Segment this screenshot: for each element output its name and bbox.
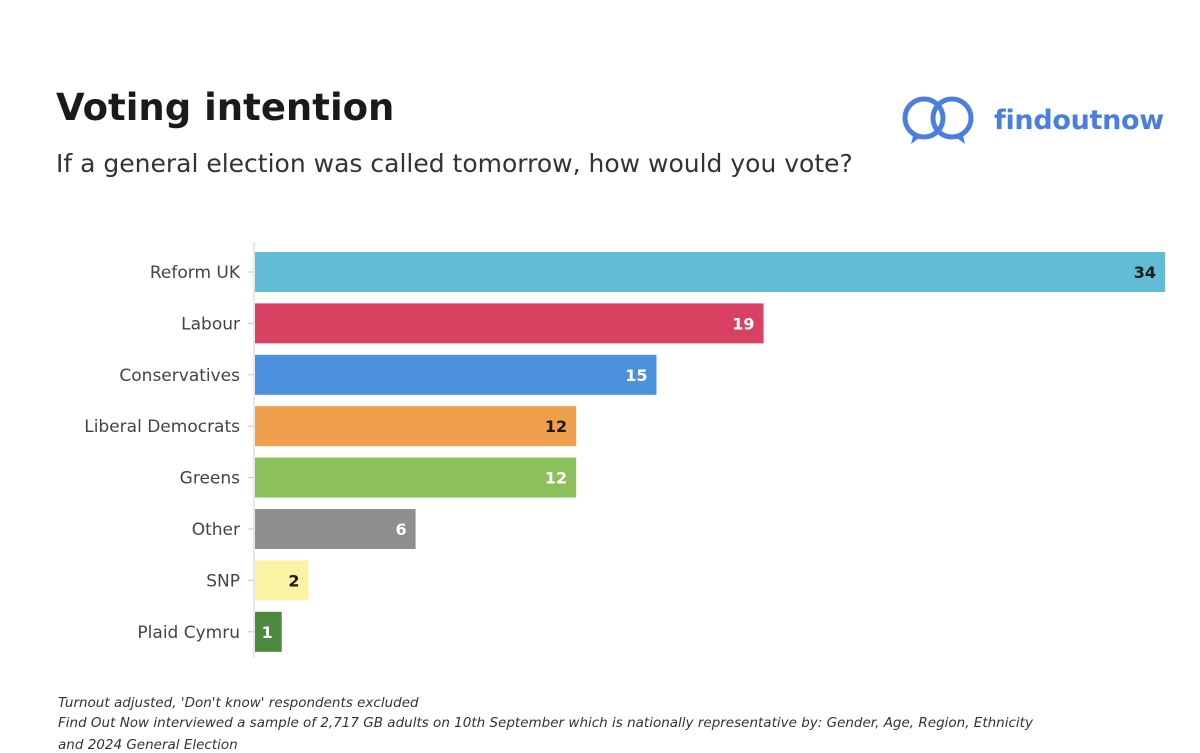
footnote-turnout: Turnout adjusted, 'Don't know' responden… bbox=[58, 695, 419, 711]
bar bbox=[255, 560, 309, 601]
bar bbox=[255, 509, 416, 549]
logo-wordmark: findoutnow bbox=[994, 104, 1164, 136]
footnote-methodology: Find Out Now interviewed a sample of 2,7… bbox=[58, 715, 1033, 731]
bar bbox=[255, 457, 577, 498]
bar bbox=[255, 406, 577, 447]
logo-rings-icon bbox=[902, 96, 974, 144]
data-label: 15 bbox=[625, 366, 647, 385]
category-label: Other bbox=[192, 520, 240, 540]
data-label: 2 bbox=[288, 571, 299, 590]
data-label: 34 bbox=[1134, 263, 1156, 282]
chart-title: Voting intention bbox=[56, 86, 395, 129]
data-label: 12 bbox=[545, 469, 567, 488]
category-label: Plaid Cymru bbox=[137, 623, 240, 643]
bar bbox=[255, 252, 1165, 292]
bar-chart: Reform UK 34 Labour 19 Conservatives 15 Libera… bbox=[84, 242, 1165, 658]
category-label: Greens bbox=[180, 469, 240, 489]
bar bbox=[255, 354, 657, 395]
footnote-methodology-cont: and 2024 General Election bbox=[58, 737, 238, 753]
chart-subtitle: If a general election was called tomorro… bbox=[56, 149, 853, 178]
data-label: 1 bbox=[262, 623, 273, 642]
bar bbox=[255, 611, 282, 652]
category-label: Liberal Democrats bbox=[84, 417, 240, 437]
data-label: 12 bbox=[545, 417, 567, 436]
category-label: Conservatives bbox=[119, 366, 240, 386]
bar bbox=[255, 303, 764, 344]
category-label: Labour bbox=[181, 314, 240, 334]
data-label: 6 bbox=[395, 520, 406, 539]
findoutnow-logo: findoutnow bbox=[900, 92, 1164, 148]
category-label: Reform UK bbox=[150, 263, 241, 283]
data-label: 19 bbox=[732, 314, 754, 333]
category-label: SNP bbox=[206, 571, 240, 591]
